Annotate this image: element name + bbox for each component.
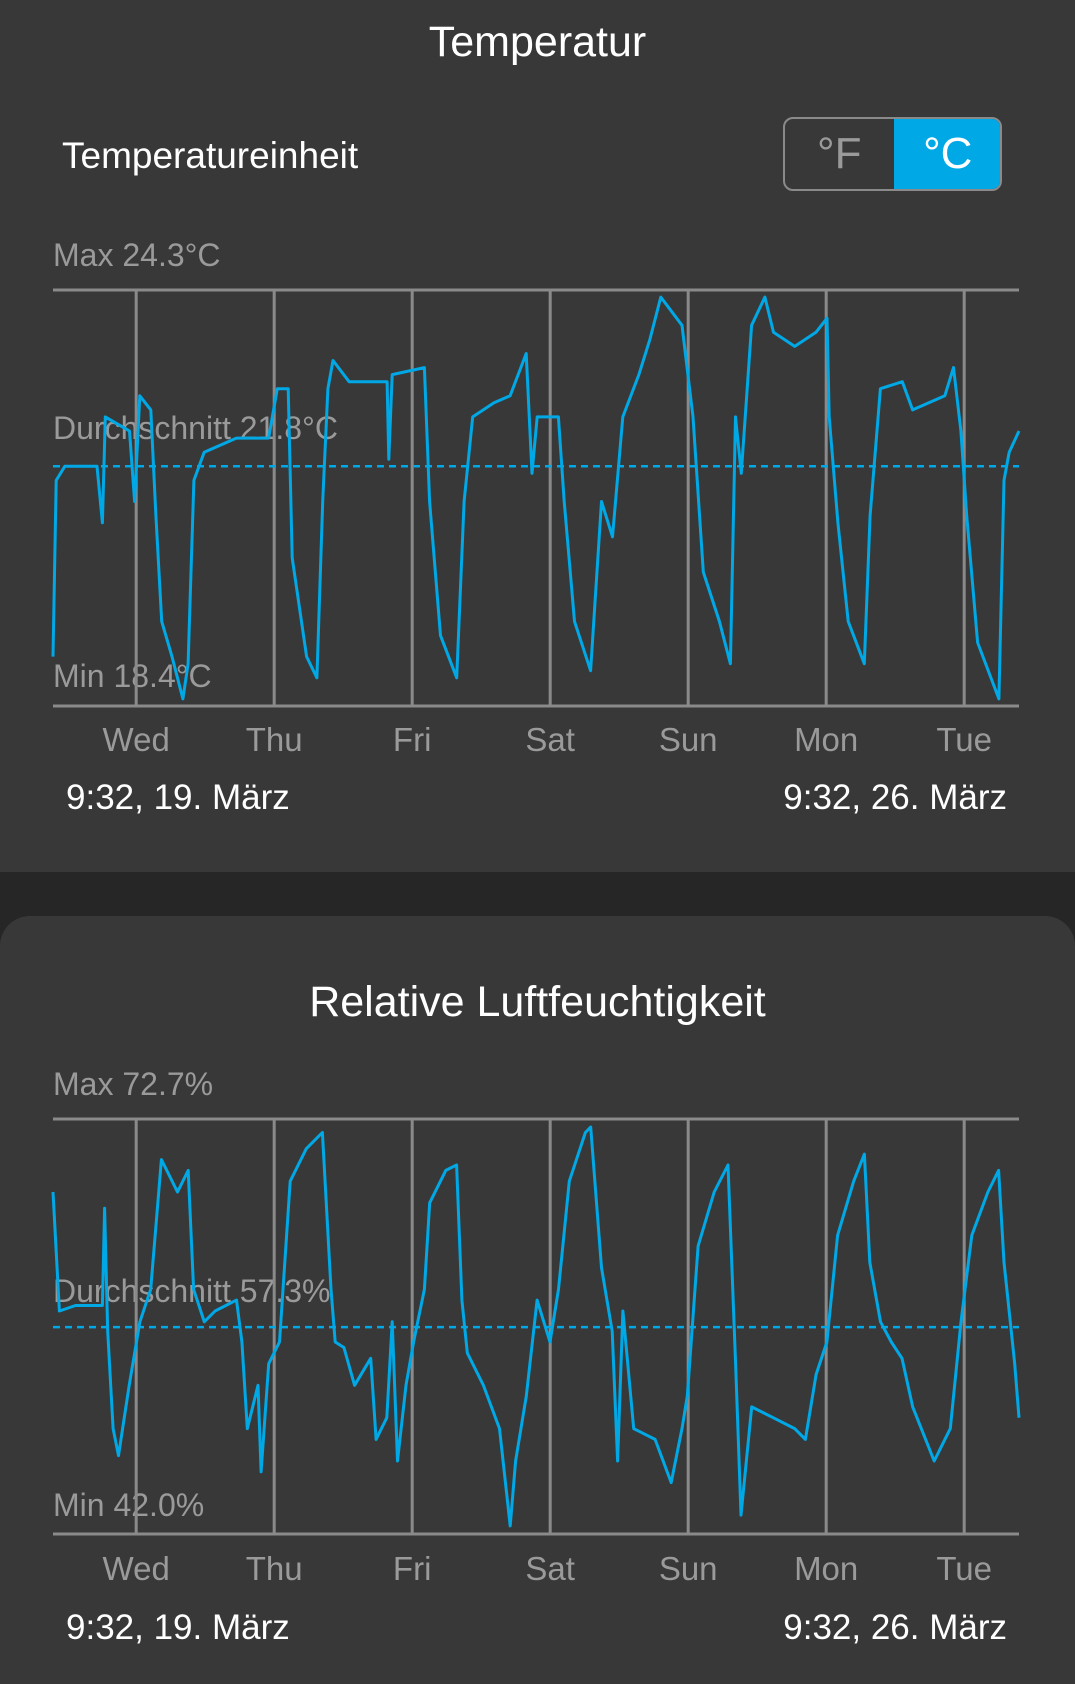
humidity-chart (51, 1117, 1021, 1536)
temperature-chart (51, 288, 1021, 708)
celsius-option-selected[interactable]: °C (893, 119, 1000, 189)
humidity-end-date: 9:32, 26. März (783, 1608, 1007, 1647)
data-series-line (51, 295, 1021, 701)
humidity-start-date: 9:32, 19. März (66, 1608, 290, 1647)
day-label-fri: Fri (392, 1550, 432, 1587)
temperature-start-date: 9:32, 19. März (66, 778, 290, 817)
humidity-max-label: Max 72.7% (53, 1066, 214, 1102)
day-label-thu: Thu (245, 1550, 303, 1587)
day-label-sat: Sat (525, 1550, 575, 1587)
day-label-sun: Sun (658, 1550, 718, 1587)
temperature-title: Temperatur (428, 18, 647, 66)
temperature-unit-toggle[interactable]: °F °C (783, 117, 1002, 191)
day-label-mon: Mon (794, 1550, 859, 1587)
day-label-thu: Thu (245, 721, 303, 758)
fahrenheit-option[interactable]: °F (817, 129, 862, 178)
temperature-unit-label: Temperatureinheit (62, 135, 359, 176)
data-series-line (51, 1125, 1021, 1528)
day-label-mon: Mon (794, 721, 859, 758)
humidity-min-label: Min 42.0% (53, 1487, 205, 1523)
day-label-wed: Wed (102, 1550, 170, 1587)
day-label-sat: Sat (525, 721, 575, 758)
humidity-title: Relative Luftfeuchtigkeit (309, 978, 766, 1026)
temperature-max-label: Max 24.3°C (53, 237, 221, 273)
day-label-fri: Fri (392, 721, 432, 758)
temperature-card: Temperatur Temperatureinheit °F °C Max 2… (0, 0, 1075, 872)
day-label-tue: Tue (936, 1550, 992, 1587)
humidity-card: Relative Luftfeuchtigkeit Max 72.7% Durc… (0, 916, 1075, 1684)
day-label-sun: Sun (658, 721, 718, 758)
temperature-end-date: 9:32, 26. März (783, 778, 1007, 817)
day-label-wed: Wed (102, 721, 170, 758)
day-label-tue: Tue (936, 721, 992, 758)
